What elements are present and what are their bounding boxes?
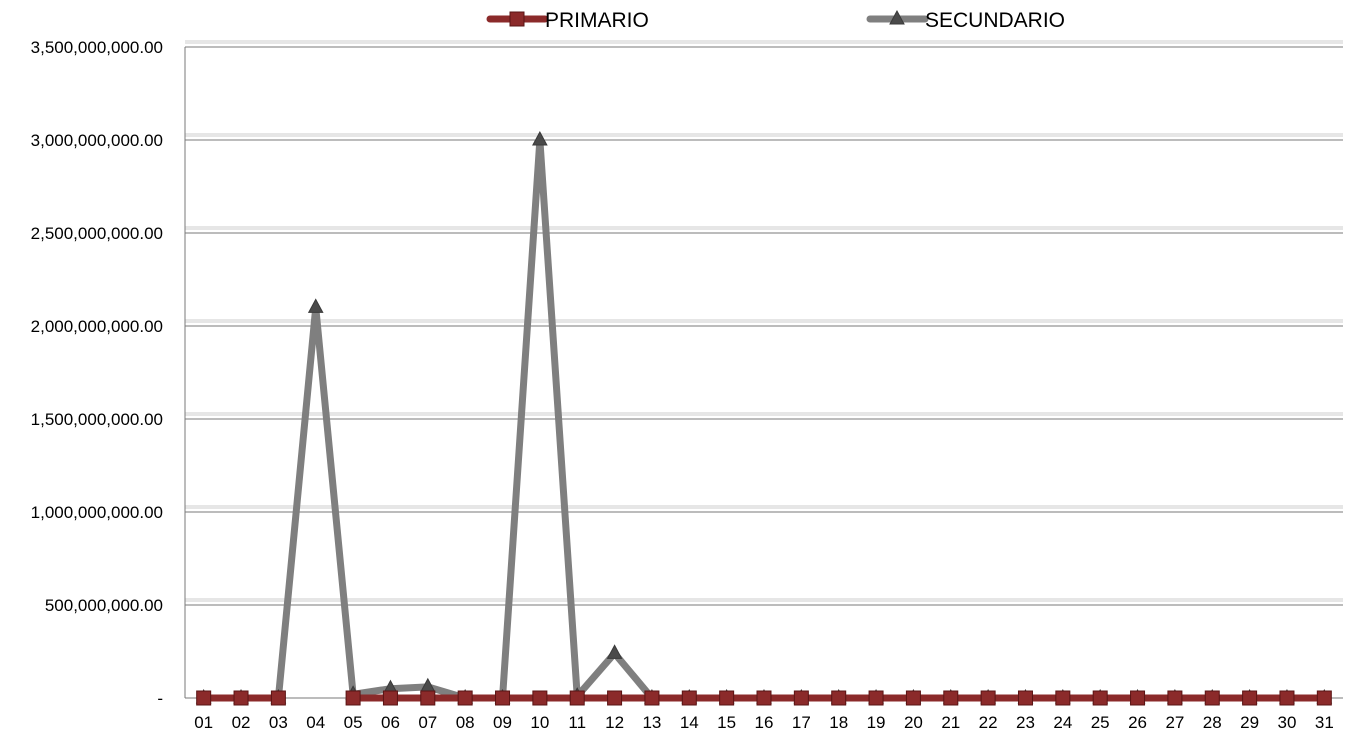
- x-tick-label: 11: [568, 713, 586, 732]
- x-tick-label: 28: [1203, 713, 1222, 732]
- x-tick-label: 06: [381, 713, 400, 732]
- x-tick-label: 17: [792, 713, 811, 732]
- legend-item-secundario: SECUNDARIO: [866, 9, 1065, 32]
- series: [195, 130, 1333, 706]
- primario-point: [1130, 690, 1146, 706]
- secundario-point: [532, 130, 548, 146]
- x-tick-label: 01: [194, 713, 213, 732]
- primario-point: [1279, 690, 1295, 706]
- x-tick-label: 10: [530, 713, 549, 732]
- x-tick-label: 12: [605, 713, 624, 732]
- primario-point: [345, 690, 361, 706]
- y-tick-label: -: [157, 689, 163, 708]
- legend-label: PRIMARIO: [545, 9, 649, 32]
- primario-point: [1167, 690, 1183, 706]
- primario-point: [457, 690, 473, 706]
- x-tick-label: 24: [1053, 713, 1072, 732]
- y-tick-label: 2,500,000,000.00: [31, 224, 163, 243]
- x-tick-label: 14: [680, 713, 699, 732]
- x-tick-label: 27: [1165, 713, 1184, 732]
- x-tick-label: 18: [829, 713, 848, 732]
- y-tick-label: 3,500,000,000.00: [31, 38, 163, 57]
- legend-marker: [509, 11, 525, 27]
- primario-point: [420, 690, 436, 706]
- primario-point: [1204, 690, 1220, 706]
- x-tick-label: 25: [1091, 713, 1110, 732]
- primario-point: [495, 690, 511, 706]
- x-tick-label: 19: [867, 713, 886, 732]
- primario-point: [868, 690, 884, 706]
- y-tick-label: 1,500,000,000.00: [31, 410, 163, 429]
- gridlines: [185, 40, 1343, 606]
- legend: PRIMARIO SECUNDARIO: [486, 9, 1065, 32]
- primario-point: [1242, 690, 1258, 706]
- y-tick-label: 2,000,000,000.00: [31, 317, 163, 336]
- primario-point: [1017, 690, 1033, 706]
- x-tick-label: 09: [493, 713, 512, 732]
- x-tick-label: 26: [1128, 713, 1147, 732]
- primario-point: [943, 690, 959, 706]
- primario-point: [1092, 690, 1108, 706]
- primario-point: [793, 690, 809, 706]
- primario-point: [719, 690, 735, 706]
- primario-point: [196, 690, 212, 706]
- x-tick-label: 07: [418, 713, 437, 732]
- x-tick-label: 04: [306, 713, 325, 732]
- x-tick-label: 29: [1240, 713, 1259, 732]
- primario-point: [644, 690, 660, 706]
- x-tick-label: 03: [269, 713, 288, 732]
- primario-point: [270, 690, 286, 706]
- x-tick-label: 16: [755, 713, 774, 732]
- x-tick-label: 20: [904, 713, 923, 732]
- y-tick-label: 1,000,000,000.00: [31, 503, 163, 522]
- primario-point: [905, 690, 921, 706]
- secundario-point: [307, 298, 324, 313]
- primario-point: [756, 690, 772, 706]
- series-secundario: [195, 130, 1333, 704]
- primario-point: [1316, 690, 1332, 706]
- primario-point: [569, 690, 585, 706]
- primario-point: [980, 690, 996, 706]
- legend-item-primario: PRIMARIO: [486, 9, 649, 32]
- x-tick-label: 21: [941, 713, 960, 732]
- primario-point: [1055, 690, 1071, 706]
- series-primario: [196, 690, 1332, 706]
- x-tick-label: 05: [344, 713, 363, 732]
- primario-point: [681, 690, 697, 706]
- x-tick-label: 08: [456, 713, 475, 732]
- y-tick-label: 500,000,000.00: [45, 596, 163, 615]
- primario-point: [831, 690, 847, 706]
- x-tick-label: 22: [979, 713, 998, 732]
- secundario-point: [606, 644, 623, 659]
- primario-point: [532, 690, 548, 706]
- legend-marker: [889, 9, 905, 25]
- x-tick-label: 13: [642, 713, 661, 732]
- x-tick-label: 02: [232, 713, 251, 732]
- x-tick-label: 31: [1315, 713, 1334, 732]
- x-tick-label: 30: [1278, 713, 1297, 732]
- y-tick-labels: - 500,000,000.00 1,000,000,000.00 1,500,000…: [31, 38, 163, 708]
- legend-label: SECUNDARIO: [925, 9, 1065, 32]
- y-tick-label: 3,000,000,000.00: [31, 131, 163, 150]
- primario-point: [607, 690, 623, 706]
- x-tick-label: 23: [1016, 713, 1035, 732]
- x-tick-labels: 01 02 03 04 05 06 07 08 09 10 11 12 13 14 15 16 17 18 19 20…: [194, 713, 1334, 732]
- x-tick-label: 15: [717, 713, 736, 732]
- primario-point: [382, 690, 398, 706]
- primario-point: [233, 690, 249, 706]
